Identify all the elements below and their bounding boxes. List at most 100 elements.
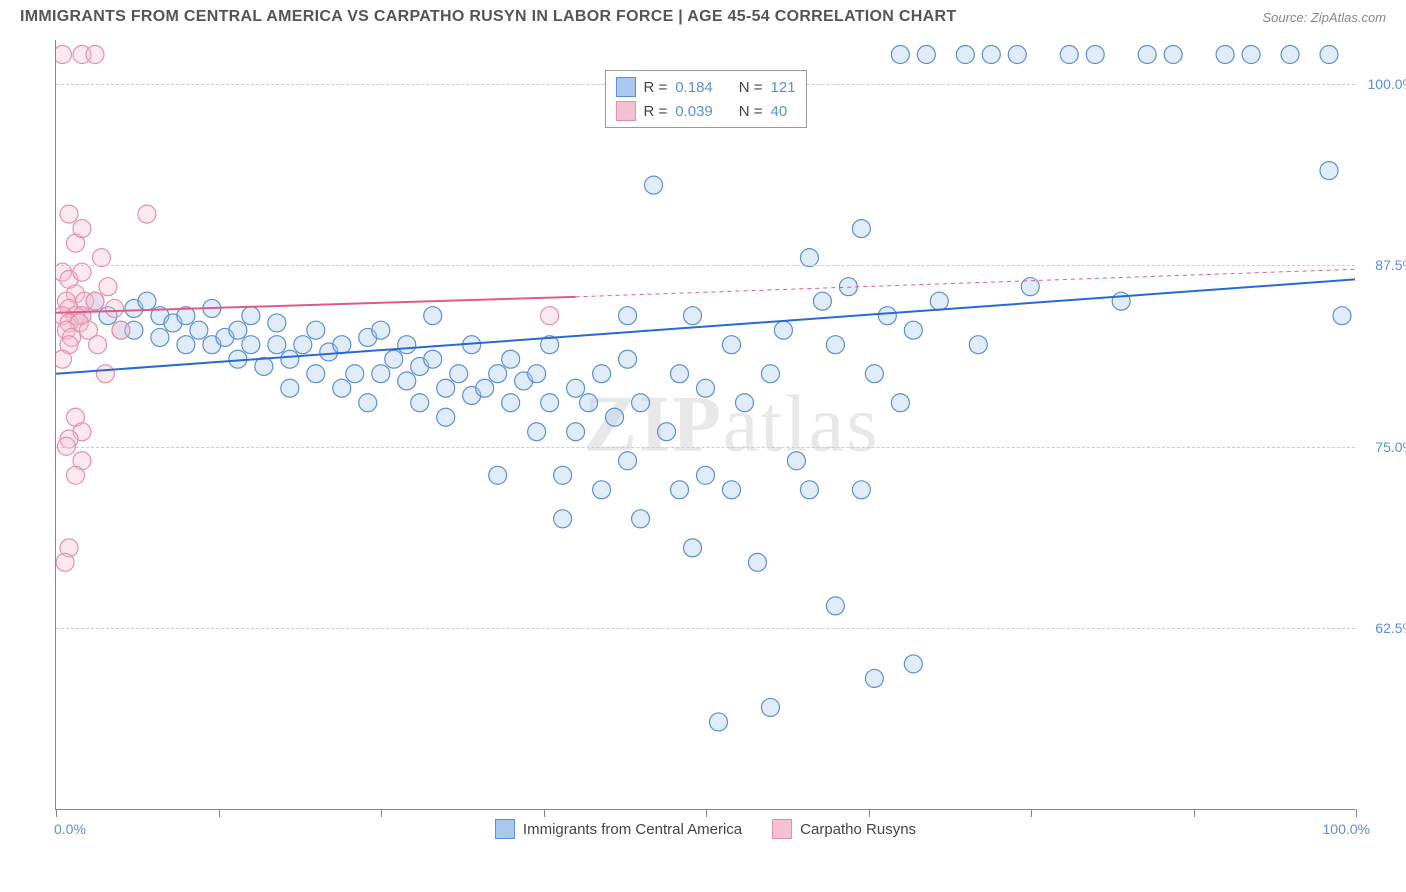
n-value-pink: 40	[771, 103, 788, 120]
n-value-blue: 121	[771, 79, 796, 96]
x-tick	[1031, 809, 1032, 817]
legend-swatch-blue	[615, 77, 635, 97]
data-point	[930, 292, 948, 310]
data-point	[619, 452, 637, 470]
data-point	[632, 510, 650, 528]
data-point	[541, 307, 559, 325]
data-point	[735, 394, 753, 412]
legend-item-pink: Carpatho Rusyns	[772, 819, 916, 839]
data-point	[398, 336, 416, 354]
data-point	[528, 423, 546, 441]
data-point	[684, 307, 702, 325]
trend-line	[56, 279, 1355, 373]
data-point	[255, 357, 273, 375]
r-value-pink: 0.039	[675, 103, 713, 120]
data-point	[294, 336, 312, 354]
data-point	[632, 394, 650, 412]
data-point	[904, 655, 922, 673]
data-point	[56, 553, 74, 571]
legend-label-blue: Immigrants from Central America	[523, 821, 742, 838]
data-point	[489, 466, 507, 484]
scatter-svg	[56, 40, 1355, 809]
data-point	[554, 466, 572, 484]
legend-correlation-box: R = 0.184 N = 121 R = 0.039 N = 40	[604, 70, 806, 128]
data-point	[476, 379, 494, 397]
gridline-h	[56, 628, 1355, 629]
data-point	[761, 365, 779, 383]
x-tick	[1194, 809, 1195, 817]
data-point	[697, 466, 715, 484]
legend-label-pink: Carpatho Rusyns	[800, 821, 916, 838]
data-point	[697, 379, 715, 397]
data-point	[96, 365, 114, 383]
trend-line	[576, 269, 1355, 297]
data-point	[567, 423, 585, 441]
data-point	[73, 220, 91, 238]
y-tick-label: 100.0%	[1368, 76, 1406, 92]
data-point	[787, 452, 805, 470]
data-point	[151, 328, 169, 346]
data-point	[92, 249, 110, 267]
data-point	[593, 365, 611, 383]
data-point	[1112, 292, 1130, 310]
data-point	[1008, 46, 1026, 64]
data-point	[177, 336, 195, 354]
data-point	[86, 46, 104, 64]
data-point	[748, 553, 766, 571]
data-point	[567, 379, 585, 397]
chart-source: Source: ZipAtlas.com	[1262, 10, 1386, 25]
data-point	[878, 307, 896, 325]
data-point	[709, 713, 727, 731]
data-point	[982, 46, 1000, 64]
data-point	[190, 321, 208, 339]
data-point	[138, 292, 156, 310]
data-point	[66, 466, 84, 484]
legend-bottom: Immigrants from Central America Carpatho…	[56, 819, 1355, 839]
chart-plot-area: ZIPatlas 62.5%75.0%87.5%100.0% 0.0% 100.…	[55, 40, 1355, 810]
data-point	[606, 408, 624, 426]
data-point	[138, 205, 156, 223]
legend-swatch-pink	[615, 101, 635, 121]
y-tick-label: 87.5%	[1375, 257, 1406, 273]
data-point	[1320, 162, 1338, 180]
data-point	[658, 423, 676, 441]
legend-item-blue: Immigrants from Central America	[495, 819, 742, 839]
n-label: N =	[739, 103, 763, 120]
data-point	[826, 597, 844, 615]
data-point	[1216, 46, 1234, 64]
data-point	[904, 321, 922, 339]
chart-header: IMMIGRANTS FROM CENTRAL AMERICA VS CARPA…	[0, 0, 1406, 30]
r-value-blue: 0.184	[675, 79, 713, 96]
data-point	[424, 350, 442, 368]
data-point	[1242, 46, 1260, 64]
chart-title: IMMIGRANTS FROM CENTRAL AMERICA VS CARPA…	[20, 8, 956, 26]
data-point	[722, 336, 740, 354]
data-point	[56, 46, 71, 64]
data-point	[89, 336, 107, 354]
data-point	[671, 481, 689, 499]
data-point	[761, 698, 779, 716]
legend-swatch-pink	[772, 819, 792, 839]
data-point	[268, 314, 286, 332]
data-point	[450, 365, 468, 383]
data-point	[1060, 46, 1078, 64]
data-point	[359, 394, 377, 412]
data-point	[281, 379, 299, 397]
data-point	[307, 321, 325, 339]
data-point	[1086, 46, 1104, 64]
x-tick	[706, 809, 707, 817]
data-point	[1281, 46, 1299, 64]
data-point	[684, 539, 702, 557]
data-point	[398, 372, 416, 390]
data-point	[1333, 307, 1351, 325]
legend-swatch-blue	[495, 819, 515, 839]
data-point	[852, 481, 870, 499]
data-point	[1164, 46, 1182, 64]
data-point	[229, 321, 247, 339]
x-tick	[869, 809, 870, 817]
data-point	[437, 379, 455, 397]
data-point	[800, 249, 818, 267]
legend-row-pink: R = 0.039 N = 40	[615, 99, 795, 123]
data-point	[774, 321, 792, 339]
data-point	[333, 336, 351, 354]
